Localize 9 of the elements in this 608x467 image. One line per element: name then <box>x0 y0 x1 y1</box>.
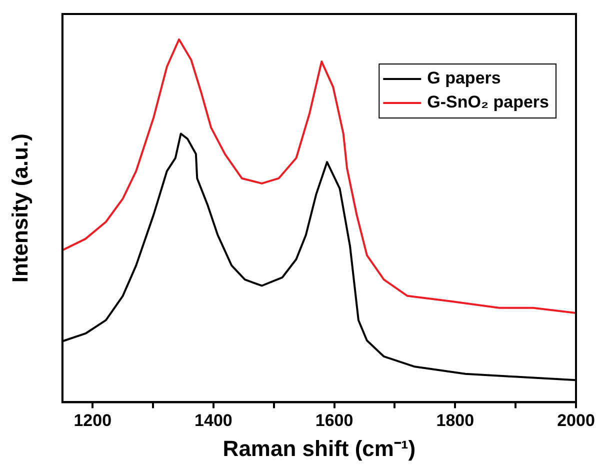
legend-label: G-SnO₂ papers <box>427 92 550 112</box>
x-axis-title: Raman shift (cm⁻¹) <box>222 436 416 461</box>
legend-label: G papers <box>427 68 501 88</box>
x-tick-label: 2000 <box>557 411 595 430</box>
x-tick-label: 1600 <box>315 411 354 430</box>
x-tick-label: 1800 <box>436 411 474 430</box>
x-tick-label: 1200 <box>74 411 112 430</box>
x-tick-label: 1400 <box>194 411 232 430</box>
y-axis-title: Intensity (a.u.) <box>7 134 32 283</box>
